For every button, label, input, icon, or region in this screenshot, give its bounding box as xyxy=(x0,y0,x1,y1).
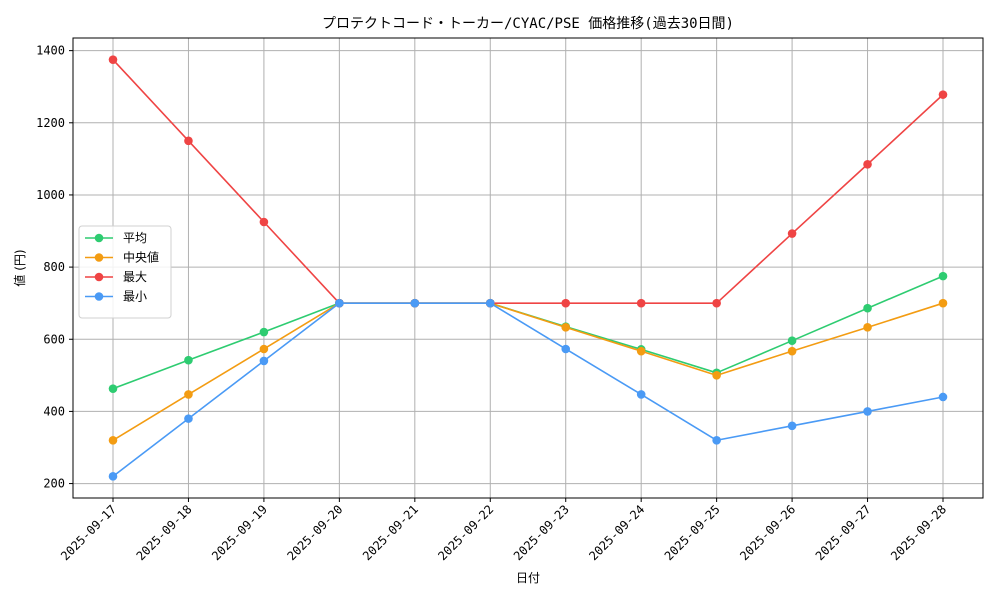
grid-lines xyxy=(73,38,983,498)
data-point xyxy=(561,298,571,308)
data-point xyxy=(184,355,193,365)
data-point xyxy=(938,90,948,99)
legend-swatch-marker xyxy=(94,272,104,282)
data-point xyxy=(787,421,797,431)
data-point xyxy=(712,371,721,380)
legend-swatch-marker xyxy=(94,233,104,243)
legend-label: 平均 xyxy=(123,231,147,245)
y-tick-label: 800 xyxy=(43,260,65,274)
data-point xyxy=(335,298,344,308)
data-point xyxy=(108,55,118,64)
data-point xyxy=(561,323,571,332)
chart-title: プロテクトコード・トーカー/CYAC/PSE 価格推移(過去30日間) xyxy=(322,16,734,32)
data-point xyxy=(259,327,269,337)
y-tick-label: 400 xyxy=(43,404,65,418)
data-point xyxy=(938,298,948,308)
data-point xyxy=(259,344,269,354)
legend-label: 最小 xyxy=(123,290,147,304)
data-point xyxy=(108,435,118,445)
data-point xyxy=(184,414,193,423)
y-axis: 200 400 600 800 1000 1200 1400 xyxy=(36,44,73,491)
data-point xyxy=(108,472,118,481)
data-point xyxy=(787,336,797,345)
data-point xyxy=(636,346,646,356)
y-tick-label: 1400 xyxy=(36,44,65,58)
data-point xyxy=(108,384,118,393)
data-point xyxy=(938,392,948,402)
series-line xyxy=(112,302,944,477)
legend-label: 最大 xyxy=(123,270,147,284)
data-point xyxy=(863,303,872,313)
legend-swatch-marker xyxy=(94,292,104,301)
y-tick-label: 600 xyxy=(43,332,65,346)
series-line xyxy=(112,302,944,441)
y-axis-label: 値 (円) xyxy=(12,249,27,286)
data-point xyxy=(863,159,872,169)
series-layer xyxy=(108,55,948,481)
data-point xyxy=(259,217,269,227)
data-point xyxy=(712,435,721,445)
series-最小 xyxy=(108,298,948,481)
y-tick-label: 1200 xyxy=(36,116,65,130)
data-point xyxy=(787,229,797,238)
data-point xyxy=(259,356,269,366)
x-axis-label: 日付 xyxy=(516,571,540,585)
series-line xyxy=(112,59,944,304)
data-point xyxy=(184,136,193,146)
data-point xyxy=(787,346,797,356)
y-tick-label: 200 xyxy=(43,477,65,491)
data-point xyxy=(636,390,646,399)
data-point xyxy=(712,298,721,308)
legend-label: 中央値 xyxy=(123,250,159,265)
data-point xyxy=(636,298,646,308)
y-tick-label: 1000 xyxy=(36,188,65,202)
legend-swatch-marker xyxy=(94,253,104,262)
data-point xyxy=(184,390,193,399)
data-point xyxy=(863,323,872,332)
data-point xyxy=(938,271,948,281)
data-point xyxy=(410,298,420,308)
data-point xyxy=(485,298,495,308)
data-point xyxy=(561,344,571,354)
plot-frame xyxy=(72,37,984,499)
data-point xyxy=(863,407,872,416)
